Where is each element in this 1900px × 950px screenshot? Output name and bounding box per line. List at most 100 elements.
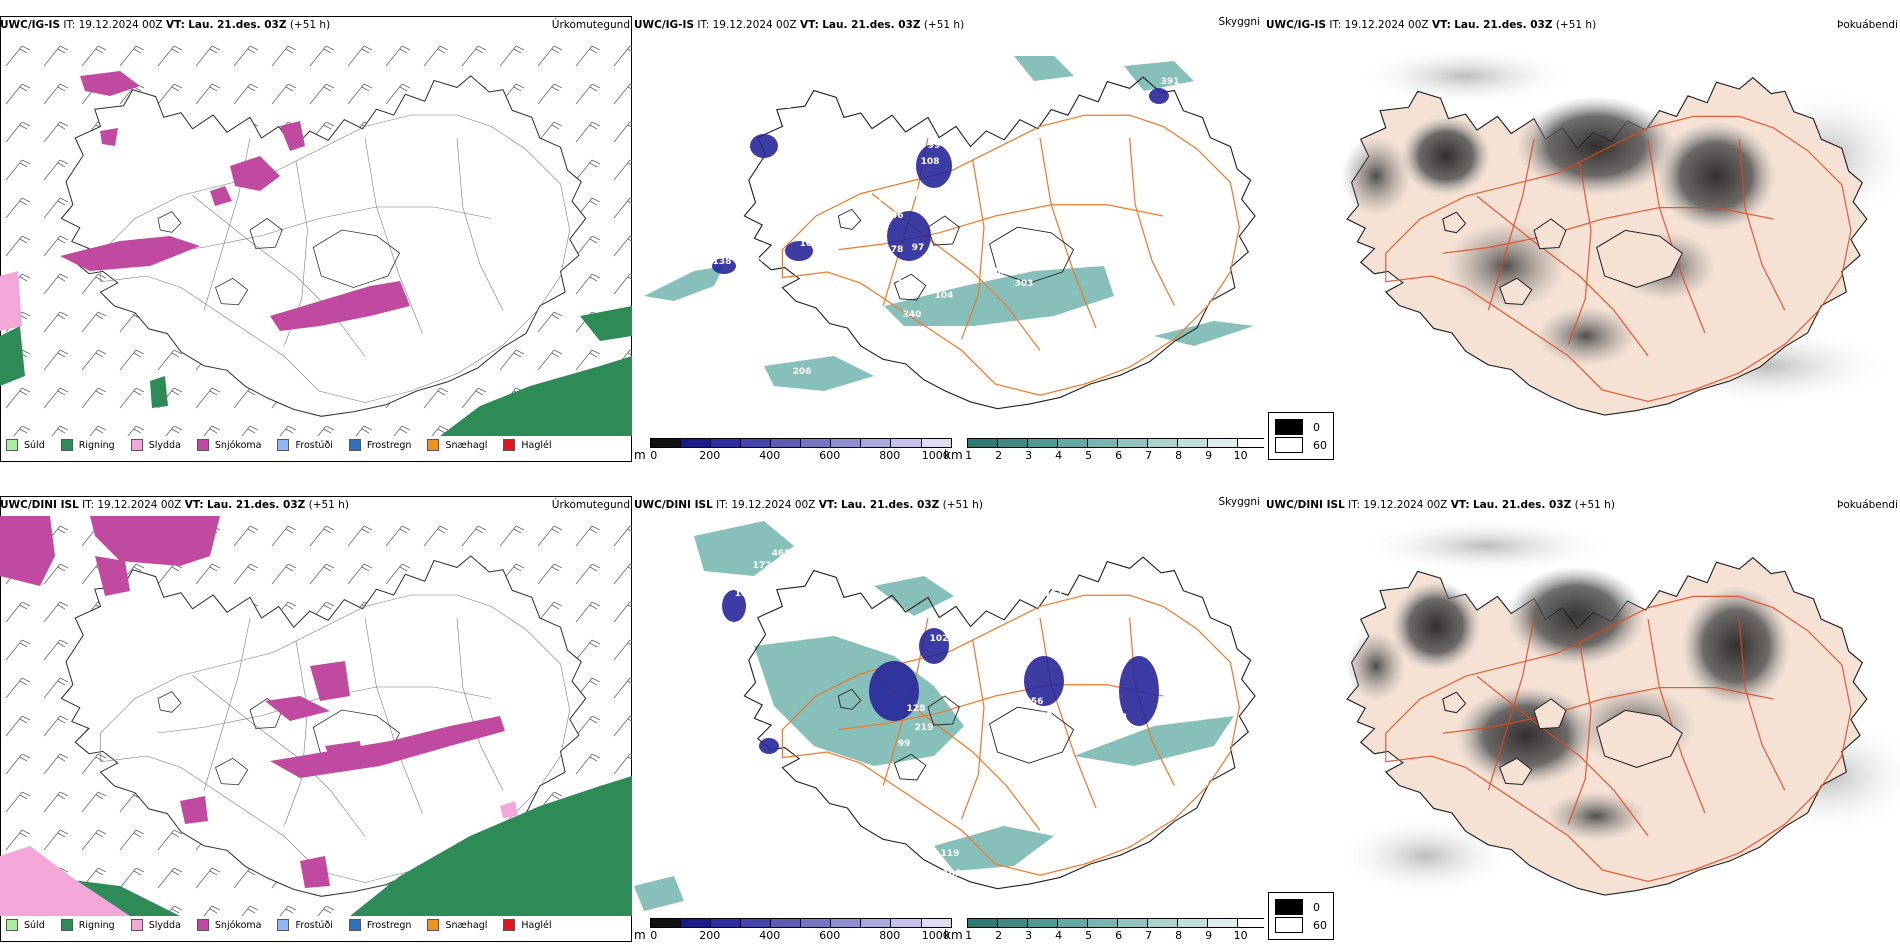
tick-label: 3: [1025, 929, 1033, 942]
precip-legend: Súld Rigning Slydda Snjókoma Frostúði Fr…: [6, 916, 568, 934]
cloud-base-label: 834: [995, 267, 1014, 277]
legend-item: Frostregn: [348, 439, 412, 451]
tick-label: 400: [759, 449, 781, 462]
tick-label: 6: [1115, 449, 1123, 462]
cloud-base-label: 160: [1090, 609, 1109, 619]
init-time: IT: 19.12.2024 00Z: [82, 499, 182, 511]
cloud-base-label: 104: [935, 291, 954, 301]
precip-legend: Súld Rigning Slydda Snjókoma Frostúði Fr…: [6, 436, 568, 454]
legend-item: Slydda: [130, 919, 181, 931]
legend-label: Frostúði: [295, 919, 333, 931]
tick-label: 7: [1145, 929, 1153, 942]
legend-label: Frostregn: [366, 439, 412, 451]
fog-legend-value: 60: [1313, 918, 1327, 932]
swatch: [60, 919, 73, 931]
colorbar-boxes: [966, 438, 1264, 448]
swatch: [130, 439, 143, 451]
colorbar-ticks: 0 200 400 600 800 1000: [650, 448, 950, 462]
cloud-base-label: 129: [947, 367, 966, 377]
swatch: [348, 919, 361, 931]
cloud-base-label: 99: [928, 141, 941, 151]
cloud-base-label: 99: [928, 619, 941, 629]
legend-item: Rigning: [60, 919, 115, 931]
cloud-base-label: 109: [800, 239, 819, 249]
cloud-base-label: 204: [1099, 791, 1118, 801]
cloud-base-label: 256: [1025, 697, 1044, 707]
visibility-colorbar: km 1 2 3 4 5 6 7 8 9 10: [944, 438, 1264, 462]
colorbar-unit: km: [944, 448, 963, 462]
lead-time: (+51 h): [289, 19, 331, 31]
cloud-base-label: 465: [772, 549, 791, 559]
legend-item: Rigning: [60, 439, 115, 451]
panel-header: UWC/IG-IS IT: 19.12.2024 00Z VT: Lau. 21…: [634, 16, 1264, 34]
colorbar-scale: 1 2 3 4 5 6 7 8 9 10: [965, 918, 1264, 942]
legend-label: Rigning: [78, 919, 115, 931]
tick-label: 1: [965, 449, 973, 462]
tick-label: 8: [1175, 449, 1183, 462]
legend-label: Súld: [24, 439, 45, 451]
tick-label: 800: [879, 449, 901, 462]
cloud-base-label: 136: [885, 211, 904, 221]
cloud-base-label: 61: [828, 834, 841, 844]
swatch: [196, 439, 209, 451]
tick-label: 600: [819, 449, 841, 462]
valid-time-label: VT:: [1450, 499, 1470, 511]
cloud-base-label: 138: [713, 257, 732, 267]
cloud-base-label: 99: [898, 739, 911, 749]
fog-legend-row: 60: [1275, 917, 1327, 933]
panel-header: UWC/IG-IS IT: 19.12.2024 00Z VT: Lau. 21…: [1266, 16, 1900, 34]
colorbar-unit: m: [634, 928, 646, 942]
init-time: IT: 19.12.2024 00Z: [697, 19, 797, 31]
tick-label: 0: [650, 449, 658, 462]
tick-label: 4: [1055, 449, 1063, 462]
cloud-base-label: 391: [1161, 77, 1180, 87]
model-name: UWC/IG-IS: [1266, 19, 1327, 31]
tick-label: 5: [1085, 929, 1093, 942]
tick-label: 1: [965, 929, 973, 942]
cloud-base-label: 102: [930, 634, 949, 644]
colorbar-unit: m: [634, 448, 646, 462]
init-time: IT: 19.12.2024 00Z: [1329, 19, 1429, 31]
legend-label: Haglél: [521, 919, 552, 931]
panel-header: UWC/DINI ISL IT: 19.12.2024 00Z VT: Lau.…: [0, 496, 632, 514]
cloud-base-label: 103: [943, 869, 962, 879]
model-name: UWC/DINI ISL: [634, 499, 713, 511]
cloud-base-label: 151: [779, 561, 798, 571]
tick-label: 10: [1233, 929, 1248, 942]
fog-legend-row: 60: [1275, 437, 1327, 453]
panel-title: Úrkomutegund: [551, 19, 630, 31]
panel-title: Úrkomutegund: [551, 499, 630, 511]
panel-header: UWC/DINI ISL IT: 19.12.2024 00Z VT: Lau.…: [634, 496, 1264, 514]
tick-label: 200: [699, 929, 721, 942]
cloud-base-label: 46: [870, 199, 883, 209]
fog-legend-value: 0: [1313, 420, 1320, 434]
cloud-base-label: 91: [868, 777, 881, 787]
tick-label: 2: [995, 449, 1003, 462]
cloud-base-label: 206: [793, 367, 812, 377]
legend-item: Súld: [6, 439, 45, 451]
visibility-colorbar: km 1 2 3 4 5 6 7 8 9 10: [944, 918, 1264, 942]
cloud-base-colorbar: m 0 200 400 600 800 1000: [634, 918, 952, 942]
lead-time: (+51 h): [942, 499, 983, 511]
panel-header: UWC/IG-IS IT: 19.12.2024 00Z VT: Lau. 21…: [0, 16, 632, 34]
legend-label: Haglél: [521, 439, 552, 451]
visibility-title: Skyggni: [1218, 16, 1261, 28]
swatch: [196, 919, 209, 931]
swatch: [1275, 899, 1303, 915]
tick-label: 2: [995, 929, 1003, 942]
fog-legend: 0 60: [1268, 892, 1334, 940]
cloud-base-label: 101: [937, 884, 956, 894]
swatch: [60, 439, 73, 451]
legend-item: Snæhagl: [427, 919, 487, 931]
tick-label: 7: [1145, 449, 1153, 462]
legend-item: Snjókoma: [196, 439, 261, 451]
cloud-base-label: 142: [1047, 609, 1066, 619]
fog-map: [1336, 518, 1900, 896]
valid-time-label: VT:: [184, 499, 204, 511]
fog-legend-value: 60: [1313, 438, 1327, 452]
cloud-map: 391 102 148 135 156 99 108 137 72 46 136…: [644, 56, 1256, 413]
panel-title: Þokuábendi: [1837, 19, 1898, 31]
colorbar-ticks: 1 2 3 4 5 6 7 8 9 10: [965, 448, 1264, 462]
tick-label: 200: [699, 449, 721, 462]
swatch: [6, 439, 18, 451]
